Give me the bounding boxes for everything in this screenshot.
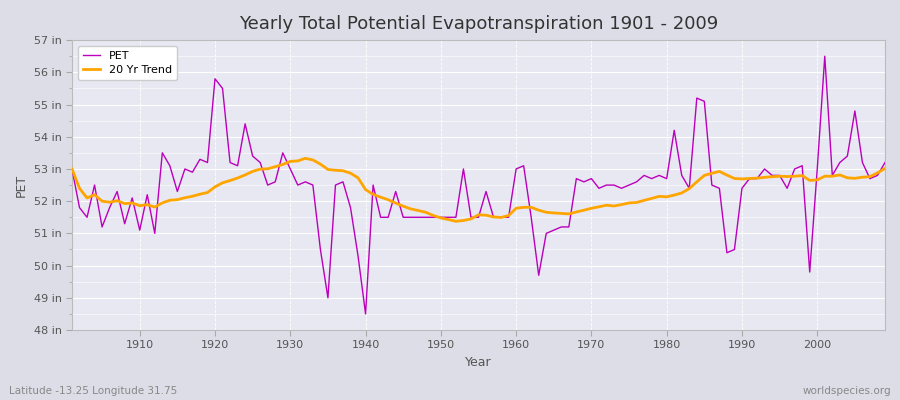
Text: Latitude -13.25 Longitude 31.75: Latitude -13.25 Longitude 31.75 [9,386,177,396]
20 Yr Trend [345,171,356,176]
20 Yr Trend [518,205,529,210]
Title: Yearly Total Potential Evapotranspiration 1901 - 2009: Yearly Total Potential Evapotranspiratio… [238,15,718,33]
PET [510,166,521,171]
PET [67,166,77,171]
PET [879,160,890,165]
Y-axis label: PET: PET [15,174,28,197]
20 Yr Trend [300,156,310,161]
PET [608,183,619,188]
20 Yr Trend [127,200,138,205]
Text: worldspecies.org: worldspecies.org [803,386,891,396]
PET [518,163,529,168]
PET [819,54,830,59]
Line: PET: PET [72,56,885,314]
20 Yr Trend [616,202,627,207]
20 Yr Trend [879,166,890,171]
X-axis label: Year: Year [465,356,491,369]
Line: 20 Yr Trend: 20 Yr Trend [72,158,885,221]
PET [338,180,348,184]
Legend: PET, 20 Yr Trend: PET, 20 Yr Trend [77,46,177,80]
PET [292,183,303,188]
PET [360,312,371,316]
20 Yr Trend [526,205,536,210]
PET [127,196,138,200]
20 Yr Trend [67,166,77,171]
20 Yr Trend [292,158,303,163]
20 Yr Trend [451,219,462,224]
